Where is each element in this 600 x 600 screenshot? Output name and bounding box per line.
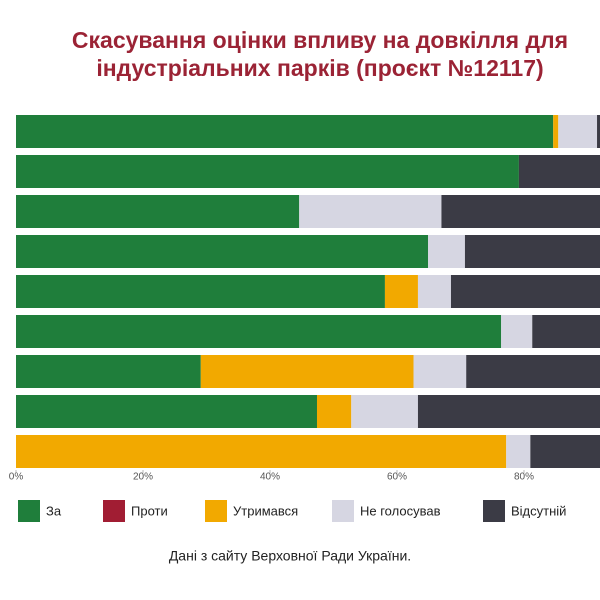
bar-segment <box>417 275 451 308</box>
legend-swatch <box>483 500 505 522</box>
x-tick-label: 60% <box>387 472 407 483</box>
legend-label: Не голосував <box>360 503 441 518</box>
legend-swatch <box>205 500 227 522</box>
bar-segment <box>413 355 467 388</box>
bar-segment <box>351 395 418 428</box>
legend-swatch <box>103 500 125 522</box>
bar-segment <box>464 235 600 268</box>
legend-label: Відсутній <box>511 503 566 518</box>
bar-segment <box>506 435 531 468</box>
legend-swatch <box>332 500 354 522</box>
bar-segment <box>532 315 600 348</box>
source-note: Дані з сайту Верховної Ради України. <box>169 548 411 564</box>
bar-segment <box>417 395 600 428</box>
bar-segment <box>597 115 600 148</box>
bar-segment <box>466 355 600 388</box>
bar-segment <box>530 435 600 468</box>
x-tick-label: 40% <box>260 472 280 483</box>
bar-segment <box>384 275 418 308</box>
chart-title: Скасування оцінки впливу на довкілля для <box>72 27 568 53</box>
bar-segment <box>441 195 600 228</box>
x-tick-label: 80% <box>514 472 534 483</box>
bar-segment <box>16 275 385 308</box>
bar-segment <box>16 395 317 428</box>
legend-label: За <box>46 503 62 518</box>
bar-segment <box>558 115 598 148</box>
bar-segment <box>16 235 429 268</box>
bar-segment <box>518 155 600 188</box>
legend-label: Утримався <box>233 503 298 518</box>
bar-segment <box>16 355 201 388</box>
bar-segment <box>16 195 300 228</box>
bar-segment <box>501 315 533 348</box>
bar-segment <box>553 115 559 148</box>
x-tick-label: 20% <box>133 472 153 483</box>
x-tick-label: 0% <box>9 472 24 483</box>
bar-segment <box>16 315 502 348</box>
bar-segment <box>16 115 554 148</box>
bar-segment <box>428 235 465 268</box>
bar-segment <box>450 275 600 308</box>
legend-label: Проти <box>131 503 168 518</box>
bar-segment <box>16 155 519 188</box>
legend-swatch <box>18 500 40 522</box>
bar-segment <box>316 395 352 428</box>
bar-segment <box>16 435 507 468</box>
chart-title: індустріальних парків (проєкт №12117) <box>96 55 543 81</box>
bar-segment <box>200 355 414 388</box>
bar-segment <box>299 195 442 228</box>
